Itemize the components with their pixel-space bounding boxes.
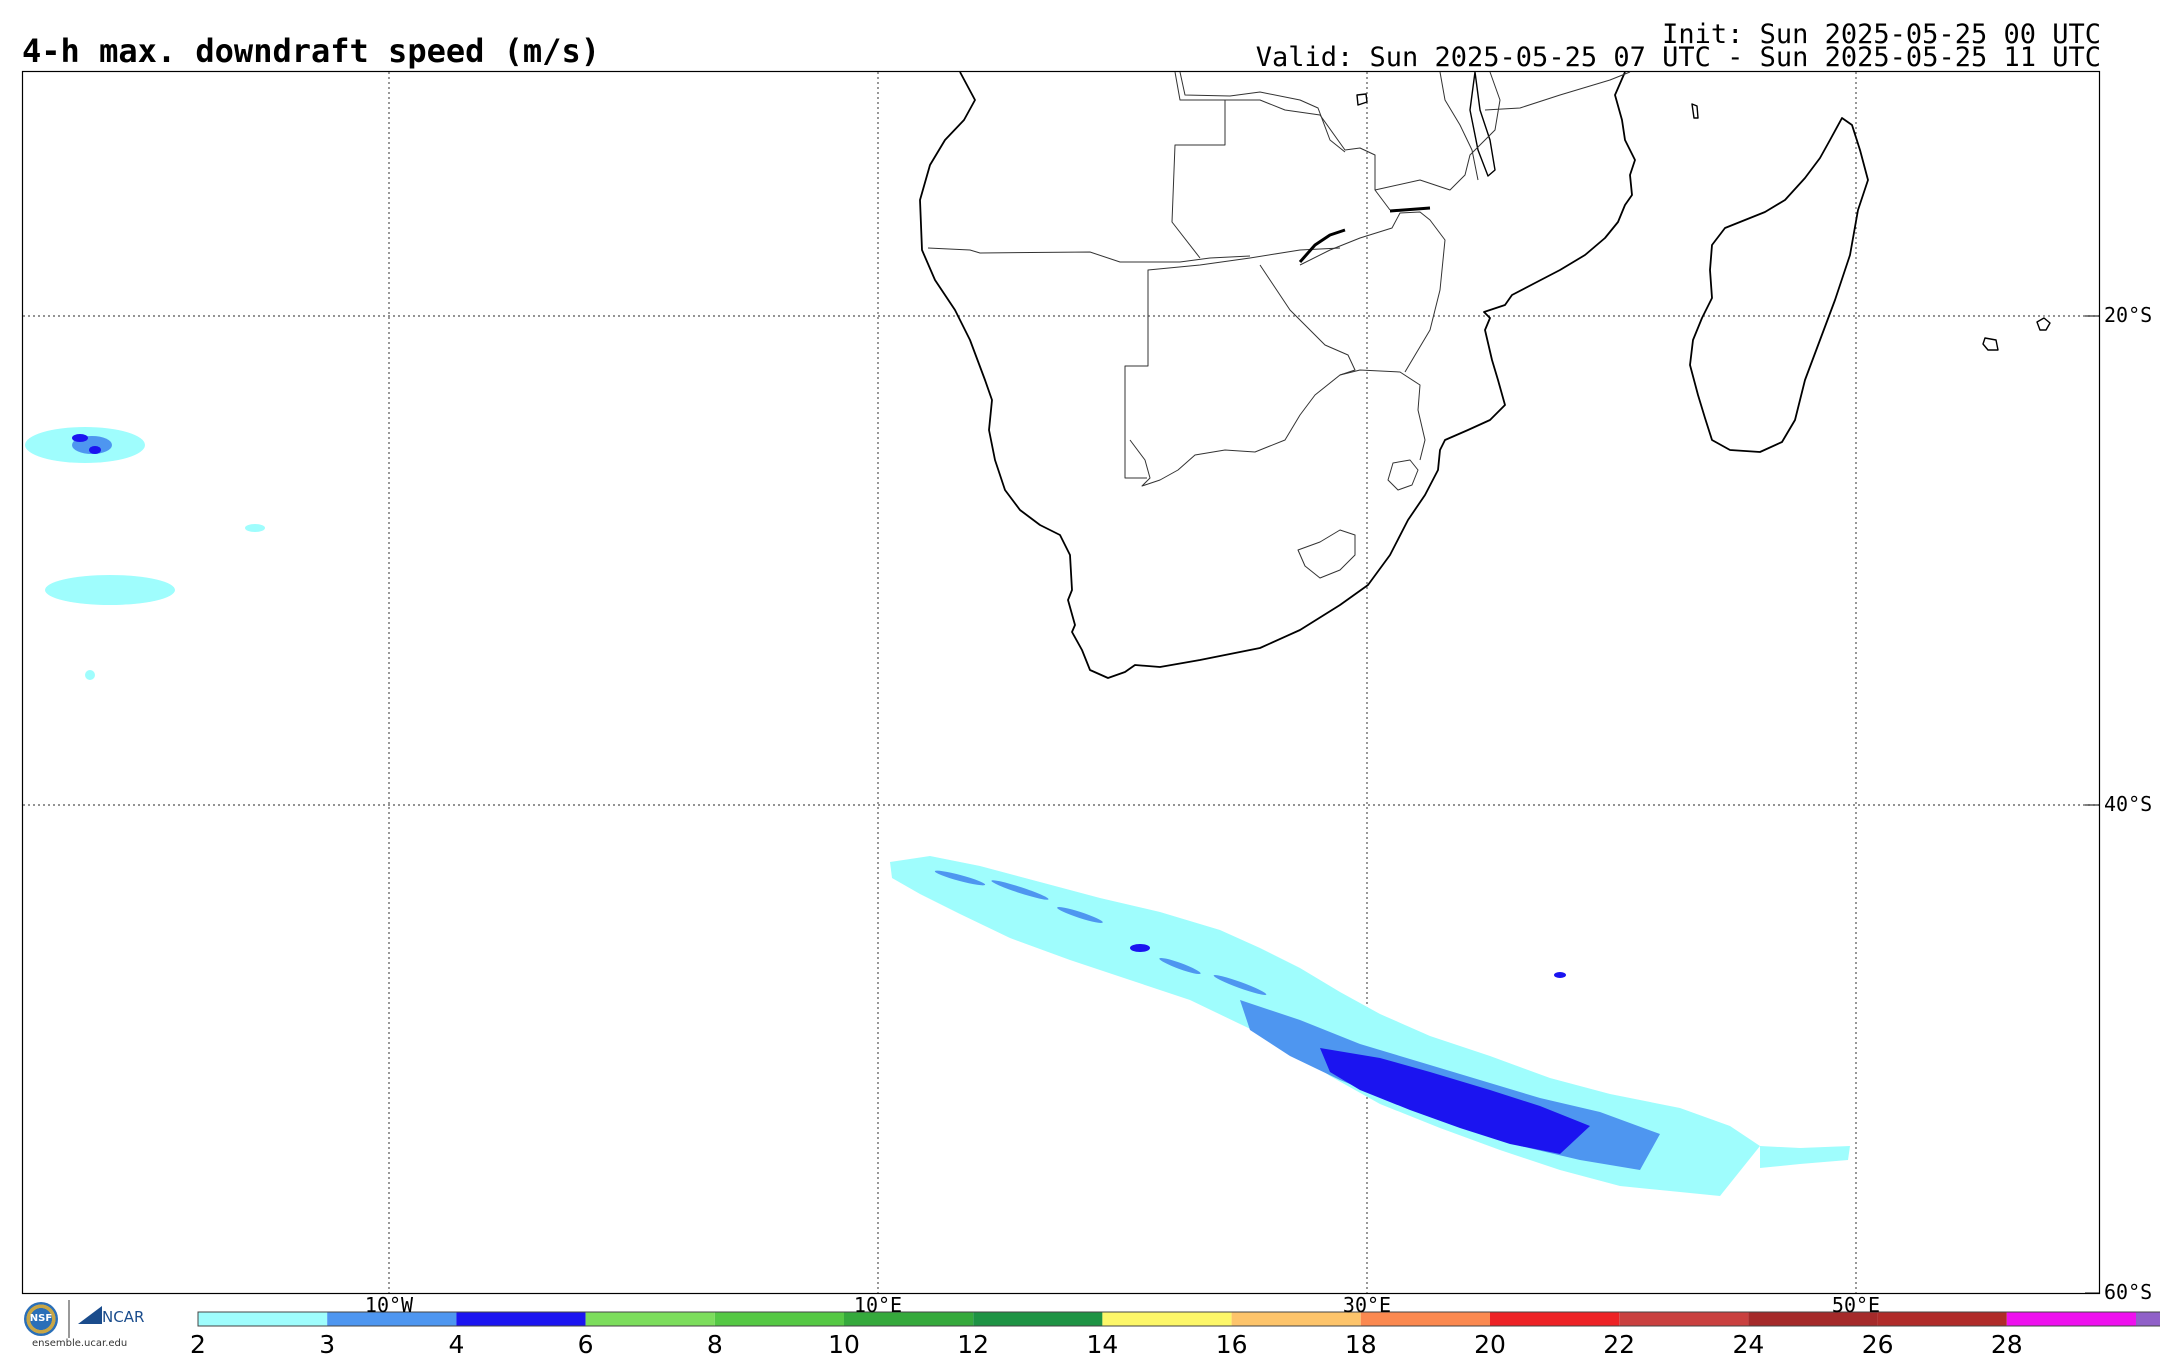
island-outline-1 xyxy=(1982,337,1999,351)
colorbar-bin-1 xyxy=(198,1312,328,1326)
colorbar-bin-3 xyxy=(456,1312,586,1326)
downdraft-tail-light xyxy=(1760,1146,1850,1168)
africa-coastline xyxy=(919,71,1636,679)
lon-label-10e: 10°E xyxy=(853,1293,903,1317)
lat-label-60s: 60°S xyxy=(2104,1280,2153,1304)
map-title: 4-h max. downdraft speed (m/s) xyxy=(22,32,600,70)
colorbar-bin-16 xyxy=(2136,1312,2160,1326)
lon-label-50e: 50°E xyxy=(1831,1293,1881,1317)
website-label: ensemble.ucar.edu xyxy=(32,1338,128,1349)
colorbar-tick-8: 8 xyxy=(706,1330,723,1359)
colorbar-tick-6: 6 xyxy=(577,1330,594,1359)
lat-tick-marks xyxy=(2085,315,2099,1294)
border-lesotho xyxy=(1297,529,1356,579)
colorbar-tick-28: 28 xyxy=(1990,1330,2023,1359)
island-outline-3 xyxy=(1691,103,1699,119)
colorbar-tick-16: 16 xyxy=(1215,1330,1248,1359)
colorbar-bin-6 xyxy=(844,1312,974,1326)
border-botswana xyxy=(1129,264,1356,487)
border-zambia xyxy=(1171,71,1226,259)
colorbar-tick-12: 12 xyxy=(957,1330,990,1359)
colorbar-tick-2: 2 xyxy=(190,1330,206,1359)
lake-kariba xyxy=(1298,228,1346,263)
colorbar-bin-5 xyxy=(714,1312,844,1326)
border-south-africa-north xyxy=(1339,369,1426,461)
colorbar-bin-7 xyxy=(973,1312,1103,1326)
colorbar-bin-15 xyxy=(2006,1312,2136,1326)
lake-malawi-outline xyxy=(1469,71,1496,177)
downdraft-patch-west xyxy=(25,427,265,680)
colorbar-bin-14 xyxy=(1877,1312,2007,1326)
lat-label-20s: 20°S xyxy=(2104,303,2153,327)
border-eswatini xyxy=(1387,459,1419,491)
border-zambia-east xyxy=(1225,99,1391,211)
colorbar-bin-2 xyxy=(327,1312,457,1326)
colorbar-bin-10 xyxy=(1360,1312,1490,1326)
border-namibia-east xyxy=(1124,247,1341,479)
graticule xyxy=(23,72,2099,1293)
border-angola-south xyxy=(927,247,1251,263)
valid-time: Valid: Sun 2025-05-25 07 UTC - Sun 2025-… xyxy=(1255,42,2101,73)
border-malawi xyxy=(1439,71,1479,181)
colorbar-outline xyxy=(197,1311,2160,1327)
colorbar-tick-18: 18 xyxy=(1344,1330,1377,1359)
colorbar-tick-24: 24 xyxy=(1732,1330,1765,1359)
downdraft-core xyxy=(1320,1048,1590,1154)
colorbar-bin-11 xyxy=(1490,1312,1620,1326)
lat-label-40s: 40°S xyxy=(2104,792,2153,816)
colorbar-bin-4 xyxy=(585,1312,715,1326)
border-zimbabwe xyxy=(1299,211,1446,373)
logo-divider xyxy=(68,1300,70,1338)
colorbar-bin-13 xyxy=(1748,1312,1878,1326)
lon-label-30e: 30°E xyxy=(1342,1293,1392,1317)
colorbar-tick-26: 26 xyxy=(1861,1330,1894,1359)
border-tanzania-mozambique xyxy=(1484,71,1631,111)
lake-mweru xyxy=(1389,206,1431,213)
lon-label-10w: 10°W xyxy=(364,1293,414,1317)
island-outline-2 xyxy=(2036,317,2051,331)
logo-group: NSF NCAR ensemble.ucar.edu xyxy=(22,1300,157,1352)
colorbar xyxy=(197,1311,2160,1327)
downdraft-streaks xyxy=(934,870,1566,995)
map-frame xyxy=(21,70,2101,1295)
madagascar-coastline xyxy=(1689,117,1869,453)
colorbar-tick-14: 14 xyxy=(1086,1330,1119,1359)
colorbar-tick-4: 4 xyxy=(448,1330,465,1359)
nsf-logo: NSF xyxy=(24,1302,58,1336)
ncar-logo-icon xyxy=(78,1306,102,1324)
border-dr-congo xyxy=(1179,71,1346,153)
ncar-logo-text: NCAR xyxy=(102,1308,145,1326)
colorbar-tick-22: 22 xyxy=(1603,1330,1636,1359)
colorbar-bin-8 xyxy=(1102,1312,1232,1326)
colorbar-tick-10: 10 xyxy=(828,1330,860,1359)
init-time: Init: Sun 2025-05-25 00 UTC xyxy=(1662,19,2101,50)
downdraft-shading xyxy=(25,427,1850,1196)
colorbar-tick-20: 20 xyxy=(1474,1330,1506,1359)
colorbar-bin-9 xyxy=(1231,1312,1361,1326)
border-mozambique xyxy=(1374,71,1501,191)
colorbar-tick-3: 3 xyxy=(319,1330,336,1359)
colorbar-bin-12 xyxy=(1619,1312,1749,1326)
lake-victoria-outline xyxy=(1356,93,1368,106)
